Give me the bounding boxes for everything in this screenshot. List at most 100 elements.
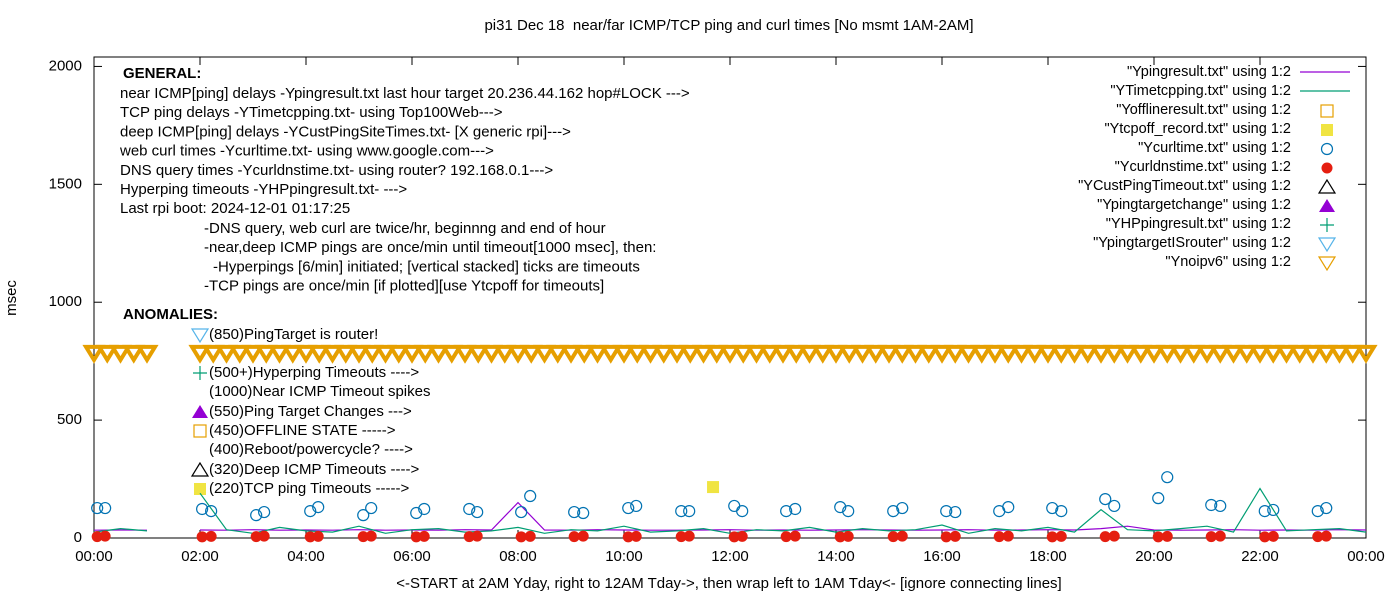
data-point xyxy=(1036,344,1060,364)
data-point xyxy=(1235,344,1259,364)
x-tick-label: 04:00 xyxy=(287,548,325,565)
data-point xyxy=(1214,499,1227,513)
data-point xyxy=(917,344,941,364)
data-point xyxy=(1009,344,1034,364)
data-point xyxy=(1259,531,1271,543)
data-point xyxy=(1327,344,1352,364)
data-point xyxy=(413,344,437,364)
data-point xyxy=(949,530,961,542)
data-point xyxy=(453,344,477,364)
anomaly-icon xyxy=(193,366,207,380)
data-point xyxy=(1311,505,1324,518)
sub-note: -DNS query, web curl are twice/hr, begin… xyxy=(204,220,606,237)
data-point xyxy=(943,344,967,364)
data-point xyxy=(1354,344,1378,364)
anomaly-icon xyxy=(194,483,206,495)
anomaly-note: (220)TCP ping Timeouts -----> xyxy=(209,480,409,497)
data-point xyxy=(956,344,981,364)
data-point xyxy=(705,344,729,364)
data-point xyxy=(1002,501,1015,514)
anomaly-note: (500+)Hyperping Timeouts ----> xyxy=(209,364,419,381)
data-point xyxy=(824,344,848,364)
data-point xyxy=(789,502,802,516)
general-title: GENERAL: xyxy=(123,65,201,82)
data-point xyxy=(360,344,384,364)
general-note: web curl times -Ycurltime.txt- using www… xyxy=(119,143,494,160)
data-point xyxy=(1102,344,1126,364)
data-point xyxy=(652,344,676,364)
x-tick-label: 12:00 xyxy=(711,548,749,565)
data-point xyxy=(797,344,822,364)
legend-label: "YpingtargetISrouter" using 1:2 xyxy=(1093,235,1291,251)
data-point xyxy=(758,344,782,364)
legend-swatch xyxy=(1317,237,1337,253)
legend-swatch xyxy=(1320,104,1334,118)
data-point xyxy=(1320,530,1332,542)
data-point xyxy=(304,531,316,543)
data-point xyxy=(1099,492,1112,506)
data-point xyxy=(1062,344,1087,364)
data-point xyxy=(1161,471,1174,484)
data-point xyxy=(387,344,411,364)
anomaly-icon xyxy=(193,424,207,438)
data-point xyxy=(1099,531,1111,543)
data-point xyxy=(837,344,861,364)
data-point xyxy=(91,531,103,543)
data-point xyxy=(864,344,888,364)
data-point xyxy=(1205,498,1218,512)
data-point xyxy=(940,505,953,518)
data-point xyxy=(850,344,875,364)
data-point xyxy=(834,531,846,543)
data-point xyxy=(970,344,994,364)
legend-swatch xyxy=(1321,124,1333,136)
legend-swatch xyxy=(1317,256,1337,272)
data-point xyxy=(1152,492,1165,505)
data-point xyxy=(983,344,1007,364)
data-point xyxy=(683,530,695,542)
data-point xyxy=(294,344,318,364)
anomaly-note: (450)OFFLINE STATE -----> xyxy=(209,422,396,439)
data-point xyxy=(201,344,225,364)
data-point xyxy=(519,344,543,364)
data-point xyxy=(493,344,517,364)
data-point xyxy=(1108,499,1121,513)
y-tick-label: 1500 xyxy=(49,175,82,192)
data-point xyxy=(532,344,557,364)
data-point xyxy=(577,506,590,520)
data-point xyxy=(896,501,909,515)
x-tick-label: 18:00 xyxy=(1029,548,1067,565)
anomaly-note: (1000)Near ICMP Timeout spikes xyxy=(209,383,430,400)
anomaly-icon xyxy=(190,461,210,477)
data-point xyxy=(307,344,331,364)
data-point xyxy=(320,344,345,364)
data-point xyxy=(1055,530,1067,542)
data-point xyxy=(108,344,133,364)
anomaly-note: (850)PingTarget is router! xyxy=(209,326,378,343)
data-point xyxy=(683,505,696,518)
y-axis-label: msec xyxy=(3,280,20,316)
data-point xyxy=(524,489,537,503)
data-point xyxy=(357,509,370,522)
data-point xyxy=(373,344,398,364)
anomaly-note: (320)Deep ICMP Timeouts ----> xyxy=(209,461,419,478)
data-point xyxy=(1341,344,1365,364)
x-tick-label: 08:00 xyxy=(499,548,537,565)
data-point xyxy=(728,531,740,543)
data-point xyxy=(707,481,720,494)
legend-label: "Yofflineresult.txt" using 1:2 xyxy=(1116,102,1291,118)
y-tick-label: 500 xyxy=(57,411,82,428)
general-note: DNS query times -Ycurldnstime.txt- using… xyxy=(120,162,553,179)
data-point xyxy=(736,530,748,542)
data-point xyxy=(1023,344,1047,364)
data-point xyxy=(718,344,742,364)
data-point xyxy=(99,501,112,515)
data-point xyxy=(887,505,900,518)
x-tick-label: 00:00 xyxy=(1347,548,1385,565)
x-tick-label: 22:00 xyxy=(1241,548,1279,565)
data-point xyxy=(675,505,688,518)
data-point xyxy=(903,344,928,364)
data-point xyxy=(418,502,431,516)
y-tick-label: 1000 xyxy=(49,293,82,310)
data-point xyxy=(479,344,504,364)
x-tick-label: 16:00 xyxy=(923,548,961,565)
